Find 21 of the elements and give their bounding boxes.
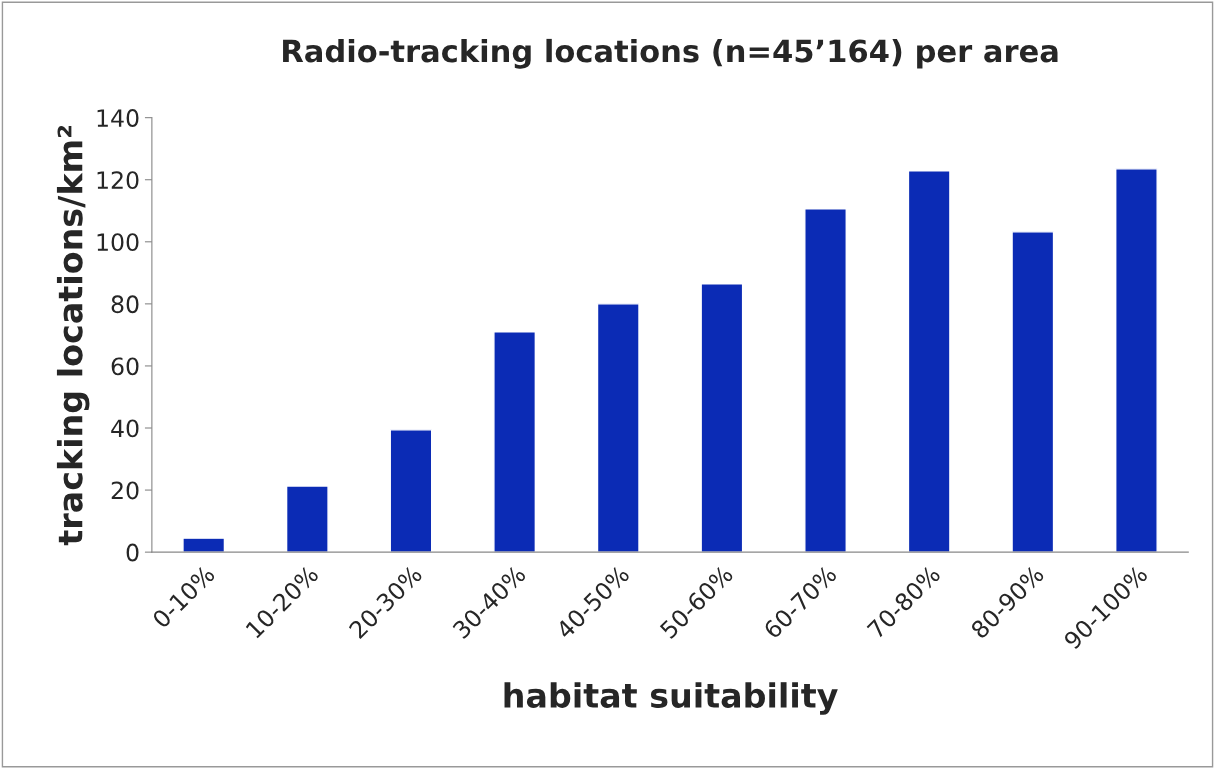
y-tick-label: 20 bbox=[111, 481, 139, 500]
bar bbox=[493, 331, 537, 553]
bar bbox=[182, 537, 226, 553]
y-tick-label: 80 bbox=[111, 295, 139, 314]
bar bbox=[907, 170, 951, 553]
bar bbox=[1011, 231, 1055, 553]
y-tick-label: 0 bbox=[126, 543, 139, 562]
y-tick-label: 100 bbox=[97, 233, 139, 252]
bar bbox=[804, 208, 847, 553]
y-tick-label: 40 bbox=[111, 419, 139, 438]
bar bbox=[700, 282, 744, 553]
y-tick-label: 140 bbox=[97, 109, 139, 127]
bar bbox=[285, 485, 329, 553]
bar bbox=[596, 303, 640, 553]
y-tick-label: 60 bbox=[111, 357, 139, 376]
x-axis-title: habitat suitability bbox=[504, 682, 838, 715]
bar bbox=[389, 429, 433, 553]
y-tick-label: 120 bbox=[97, 171, 139, 190]
y-axis-title: tracking locations/km² bbox=[56, 126, 90, 546]
bar bbox=[1115, 168, 1158, 553]
chart-title: Radio-tracking locations (n=45’164) per area bbox=[283, 38, 1058, 69]
